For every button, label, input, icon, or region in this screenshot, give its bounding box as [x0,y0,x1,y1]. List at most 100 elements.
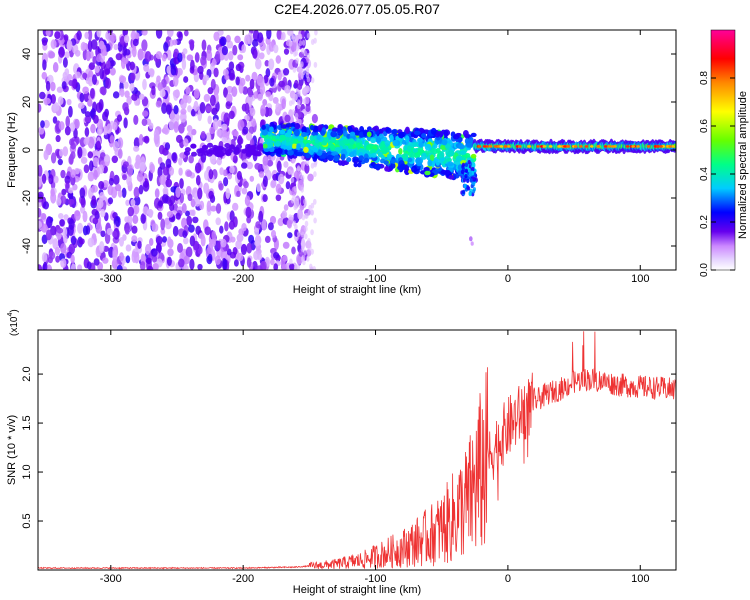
spectrogram-cell [42,59,47,71]
spectrogram-cell [269,135,276,141]
spectrogram-cell [233,259,239,267]
spectrogram-cell [383,160,389,165]
spectrogram-cell [212,118,219,131]
spectrogram-cell [102,111,109,122]
spectrogram-cell [353,162,358,168]
spectrogram-cell [200,235,206,247]
spectrogram-cell [459,150,467,155]
spectrogram-cell [239,77,246,87]
spectrogram-cell [207,142,213,148]
spectrogram-cell [62,226,68,237]
spectrogram-cell [279,134,286,142]
spectrogram-cell [125,244,132,252]
spectrogram-cell [109,67,116,76]
spectrogram-cell [95,140,101,152]
spectrogram-cell [196,148,203,154]
spectrogram-cell [236,190,241,198]
spectrogram-cell [279,129,286,135]
spectrogram-cell [113,43,119,51]
spectrogram-cell [370,148,377,154]
spectrogram-cell [177,52,183,63]
spectrogram-cell [517,145,522,148]
spectrogram-cell [228,61,235,71]
spectrogram-cell [310,77,315,84]
spectrogram-cell [66,98,72,106]
spectrogram-cell [259,83,266,96]
spectrogram-cell [169,202,175,212]
spectrogram-cell [313,171,317,178]
spectrogram-cell [201,148,207,154]
spectrogram-cell [162,187,169,195]
spectrogram-cell [461,162,466,168]
spectrogram-cell [488,145,493,148]
spectrogram-cell [266,107,273,117]
spectrogram-cell [219,225,224,234]
spectrogram-cell [152,263,159,270]
spectrogram-cell [499,145,504,148]
spectrogram-cell [57,158,63,166]
spectrogram-cell [349,131,356,137]
spectrogram-cell [87,151,94,159]
spectrogram-cell [287,232,293,239]
spectrogram-cell [56,197,62,206]
spectrogram-cell [251,150,258,156]
spectrogram-cell [53,102,60,112]
spectrogram-cell [92,55,97,65]
spectrogram-cell [291,108,296,115]
spectrogram-cell [79,187,86,199]
spectrogram-cell [42,261,48,270]
spectrogram-cell [448,150,455,157]
spectrogram-cell [296,165,301,172]
spectrogram-cell [470,161,476,169]
spectrogram-cell [119,89,125,98]
spectrogram-cell [226,93,233,105]
spectrogram-cell [245,206,252,219]
spectrogram-cell [186,125,193,133]
spectrogram-cell [413,130,421,136]
spectrogram-cell [40,120,45,129]
spectrogram-cell [370,137,377,144]
spectrogram-cell [440,145,447,150]
spectrogram-cell [50,81,56,92]
spectrogram-cell [93,169,98,181]
spectrogram-cell [421,152,427,160]
spectrogram-cell [87,237,95,248]
spectrogram-cell [151,85,156,96]
spectrogram-cell [460,169,465,175]
spectrogram-cell [64,51,70,59]
spectrogram-cell [70,263,76,270]
spectrogram-cell [139,261,146,270]
spectrogram-cell [358,155,365,161]
spectrogram-cell [102,257,109,264]
spectrogram-cell [125,199,130,206]
spectrogram-cell [256,265,263,270]
spectrogram-cell [50,152,57,164]
spectrogram-cell [258,210,264,223]
spectrogram-cell [117,137,124,149]
spectrogram-cell [320,152,327,159]
spectrogram-cell [201,39,207,51]
snr-y-scale-label: (x104) [7,309,20,336]
spectrogram-cell [132,38,139,47]
spectrogram-cell [234,35,241,44]
spectrogram-cell [244,102,250,115]
spectrogram-cell [58,46,65,58]
spectrogram-cell [301,214,306,221]
spectrogram-cell [301,39,306,46]
spectrogram-cell [180,98,187,110]
spectrogram-cell [469,178,473,183]
spectrogram-cell [52,62,59,73]
spectrogram-cell [185,246,193,258]
spectrogram-cell [127,164,134,177]
spectrogram-cell [246,161,254,170]
spectrogram-cell [468,191,472,197]
spectrogram-cell [370,152,377,158]
spectrogram-cell [78,238,85,245]
spectrogram-cell [448,174,455,180]
spectrogram-cell [289,258,293,265]
spectrogram-cell [280,144,287,150]
spectrogram-cell [62,57,68,68]
spectrogram-cell [277,173,285,185]
spectrogram-cell [109,59,116,67]
spectrogram-cell [411,165,418,173]
